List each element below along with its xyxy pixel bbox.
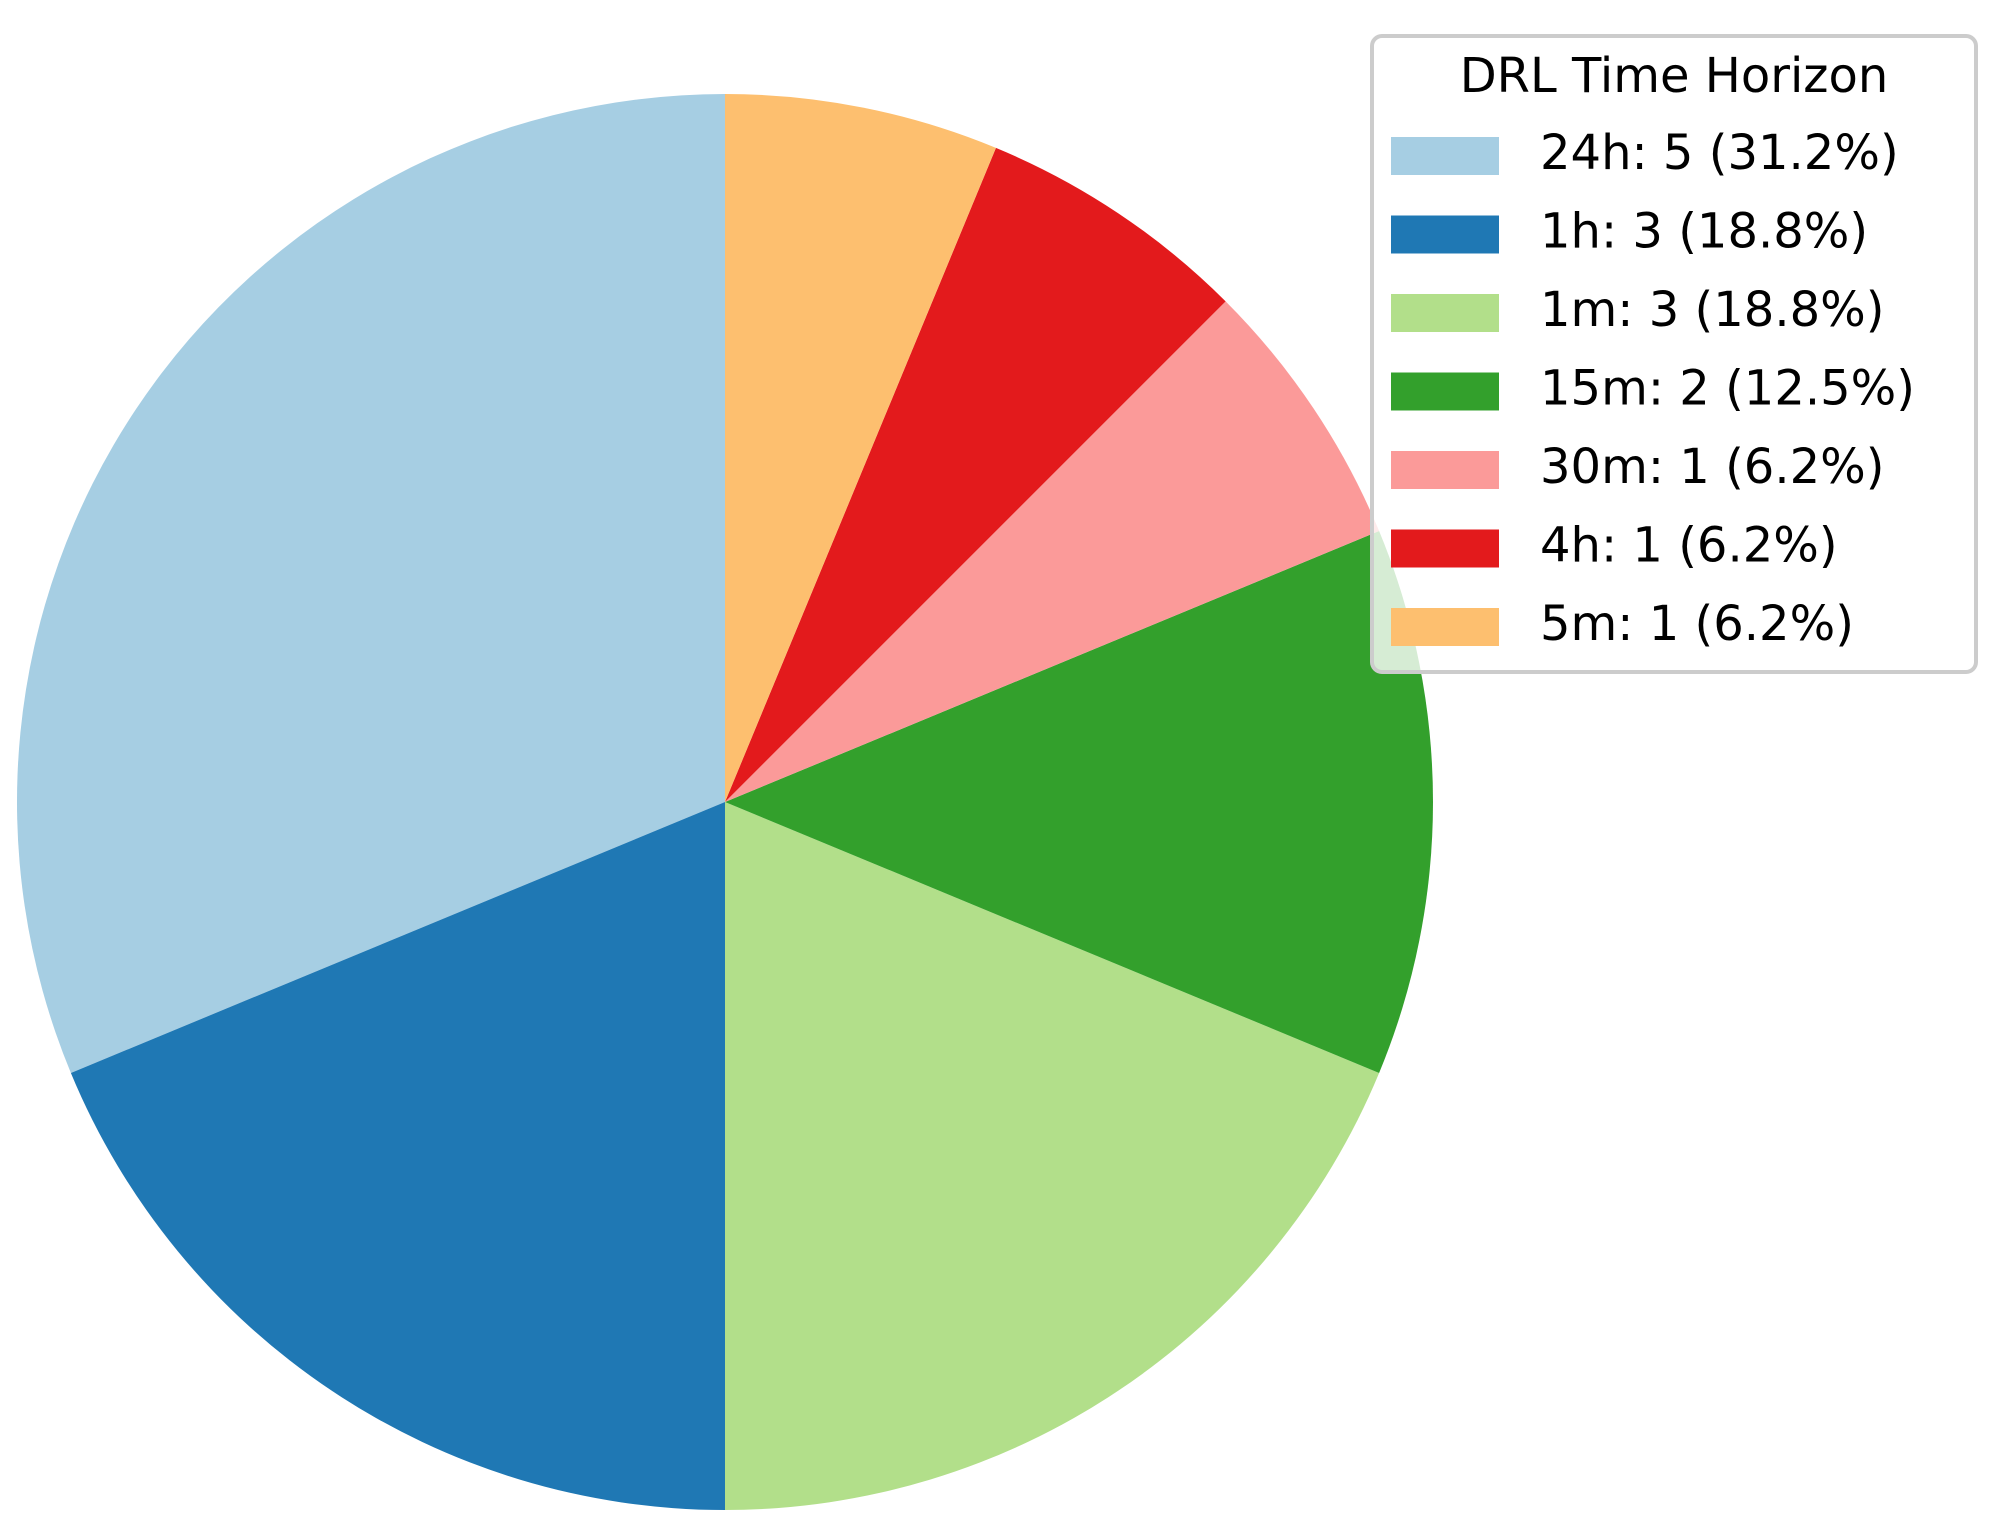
legend-swatch: [1391, 215, 1499, 254]
legend-label: 24h: 5 (31.2%): [1540, 125, 1899, 181]
pie-slice: [725, 301, 1380, 802]
legend-box: [1370, 34, 1978, 674]
legend-swatch: [1391, 608, 1499, 646]
pie-slice: [725, 94, 996, 802]
pie-slice: [16, 94, 726, 1073]
legend-title: DRL Time Horizon: [1460, 48, 1889, 104]
legend-label: 1h: 3 (18.8%): [1540, 204, 1868, 260]
pie: [16, 94, 1433, 1510]
legend: DRL Time Horizon 24h: 5 (31.2%) 1h: 3 (18…: [1370, 34, 1978, 674]
legend-label: 4h: 1 (6.2%): [1540, 518, 1838, 574]
legend-swatch: [1391, 372, 1499, 411]
legend-swatch: [1391, 294, 1499, 332]
pie-slice: [70, 802, 725, 1510]
legend-swatch: [1391, 451, 1499, 489]
pie-slice: [725, 147, 1226, 802]
legend-swatch: [1391, 529, 1499, 568]
legend-label: 15m: 2 (12.5%): [1540, 361, 1915, 417]
pie-slice: [725, 531, 1433, 1073]
legend-label: 5m: 1 (6.2%): [1540, 596, 1854, 652]
pie-slice: [725, 802, 1380, 1510]
legend-label: 1m: 3 (18.8%): [1540, 282, 1884, 338]
legend-label: 30m: 1 (6.2%): [1540, 439, 1884, 495]
legend-swatch: [1391, 137, 1499, 175]
